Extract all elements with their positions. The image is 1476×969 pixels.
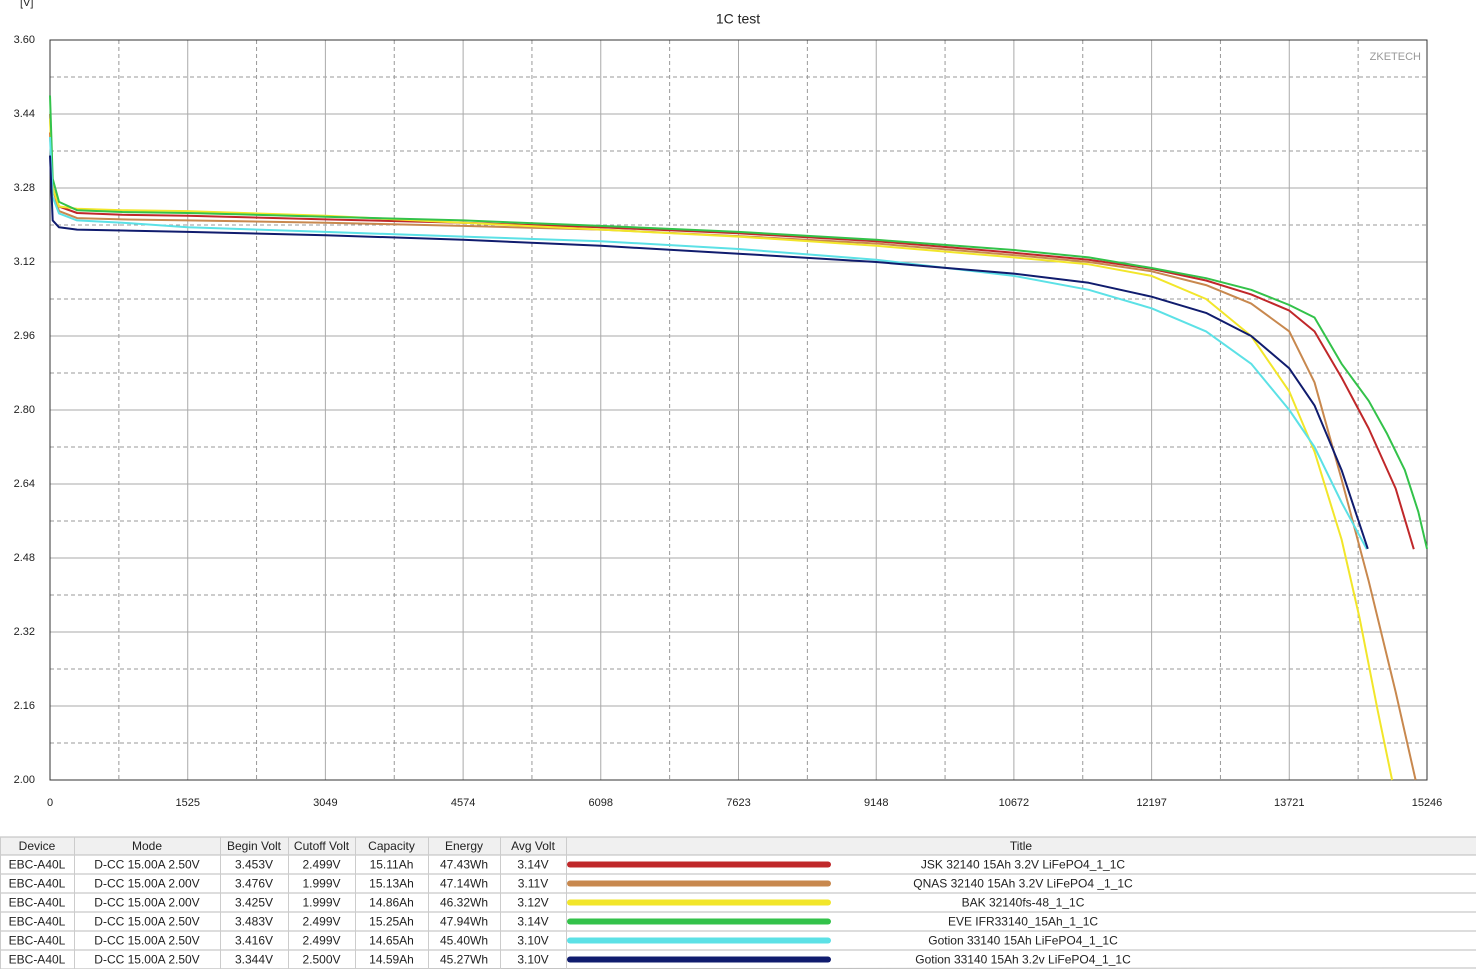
table-cell: D-CC 15.00A 2.50V [94, 934, 199, 948]
y-tick-label: 3.60 [14, 34, 35, 46]
table-cell: 3.10V [517, 953, 548, 967]
y-tick-label: 2.16 [14, 700, 35, 712]
y-tick-label: 2.32 [14, 626, 35, 638]
table-header: Title [1010, 839, 1033, 853]
table-cell: EBC-A40L [9, 896, 66, 910]
table-cell: EBC-A40L [9, 953, 66, 967]
legend-label: EVE IFR33140_15Ah_1_1C [948, 915, 1098, 929]
series-line [49, 113, 1417, 781]
watermark: ZKETECH [1370, 51, 1421, 63]
y-tick-label: 2.48 [14, 552, 35, 564]
table-cell: 45.27Wh [440, 953, 488, 967]
table-cell: 2.499V [302, 934, 340, 948]
table-cell: 3.344V [235, 953, 273, 967]
table-cell: 1.999V [302, 877, 340, 891]
table-cell: 3.483V [235, 915, 273, 929]
x-tick-label: 3049 [313, 797, 337, 809]
table-header: Cutoff Volt [294, 839, 350, 853]
table-header: Avg Volt [511, 839, 555, 853]
series-line [49, 118, 1394, 781]
table-cell: 3.14V [517, 858, 548, 872]
x-tick-label: 12197 [1136, 797, 1167, 809]
table-cell: 47.14Wh [440, 877, 488, 891]
series-line [49, 132, 1415, 550]
y-tick-label: 3.28 [14, 182, 35, 194]
table-cell: EBC-A40L [9, 915, 66, 929]
table-cell: D-CC 15.00A 2.00V [94, 896, 199, 910]
table-cell: 46.32Wh [440, 896, 488, 910]
table-cell: D-CC 15.00A 2.50V [94, 915, 199, 929]
table-cell: EBC-A40L [9, 877, 66, 891]
table-header: Device [19, 839, 56, 853]
y-tick-label: 2.80 [14, 404, 35, 416]
table-cell: 47.94Wh [440, 915, 488, 929]
x-tick-label: 6098 [589, 797, 613, 809]
plot-frame [49, 39, 1428, 781]
table-cell: 15.13Ah [369, 877, 414, 891]
y-axis-label: [V] [20, 0, 33, 9]
x-tick-label: 1525 [175, 797, 199, 809]
series-line [49, 95, 1428, 550]
y-tick-label: 3.12 [14, 256, 35, 268]
y-tick-label: 2.64 [14, 478, 35, 490]
table-cell: D-CC 15.00A 2.00V [94, 877, 199, 891]
y-tick-label: 2.96 [14, 330, 35, 342]
table-cell: 3.11V [518, 877, 548, 891]
table-cell: 47.43Wh [440, 858, 488, 872]
x-tick-label: 7623 [726, 797, 750, 809]
legend-label: Gotion 33140 15Ah LiFePO4_1_1C [928, 934, 1118, 948]
table-cell: 2.500V [302, 953, 340, 967]
table-cell: 2.499V [302, 915, 340, 929]
series-line [49, 137, 1368, 550]
table-cell: EBC-A40L [9, 858, 66, 872]
table-cell: 15.11Ah [370, 858, 414, 872]
x-tick-label: 9148 [864, 797, 888, 809]
y-tick-label: 3.44 [14, 108, 35, 120]
table-cell: 15.25Ah [369, 915, 414, 929]
table-cell: 3.14V [517, 915, 548, 929]
table-header: Capacity [368, 839, 415, 853]
table-cell: 3.10V [517, 934, 548, 948]
table-header-bg [0, 837, 1476, 855]
table-cell: 14.86Ah [369, 896, 414, 910]
table-header: Begin Volt [227, 839, 282, 853]
table-header: Energy [445, 839, 483, 853]
table-cell: D-CC 15.00A 2.50V [94, 953, 199, 967]
table-cell: D-CC 15.00A 2.50V [94, 858, 199, 872]
table-cell: 14.65Ah [369, 934, 414, 948]
x-tick-label: 13721 [1274, 797, 1305, 809]
legend-label: Gotion 33140 15Ah 3.2v LiFePO4_1_1C [915, 953, 1131, 967]
table-cell: 3.12V [517, 896, 548, 910]
table-cell: 2.499V [302, 858, 340, 872]
table-cell: 1.999V [302, 896, 340, 910]
table-cell: 3.425V [235, 896, 273, 910]
legend-label: JSK 32140 15Ah 3.2V LiFePO4_1_1C [921, 858, 1125, 872]
table-cell: EBC-A40L [9, 934, 66, 948]
x-tick-label: 15246 [1412, 797, 1443, 809]
legend-label: BAK 32140fs-48_1_1C [962, 896, 1085, 910]
x-tick-label: 0 [47, 797, 53, 809]
table-cell: 3.416V [235, 934, 273, 948]
y-tick-label: 2.00 [14, 774, 35, 786]
table-cell: 45.40Wh [440, 934, 488, 948]
table-cell: 14.59Ah [369, 953, 414, 967]
table-cell: 3.476V [235, 877, 273, 891]
series-line [49, 155, 1369, 550]
x-tick-label: 4574 [451, 797, 475, 809]
chart-title: 1C test [716, 11, 760, 27]
legend-label: QNAS 32140 15Ah 3.2V LiFePO4 _1_1C [913, 877, 1133, 891]
table-cell: 3.453V [235, 858, 273, 872]
table-header: Mode [132, 839, 162, 853]
x-tick-label: 10672 [999, 797, 1030, 809]
